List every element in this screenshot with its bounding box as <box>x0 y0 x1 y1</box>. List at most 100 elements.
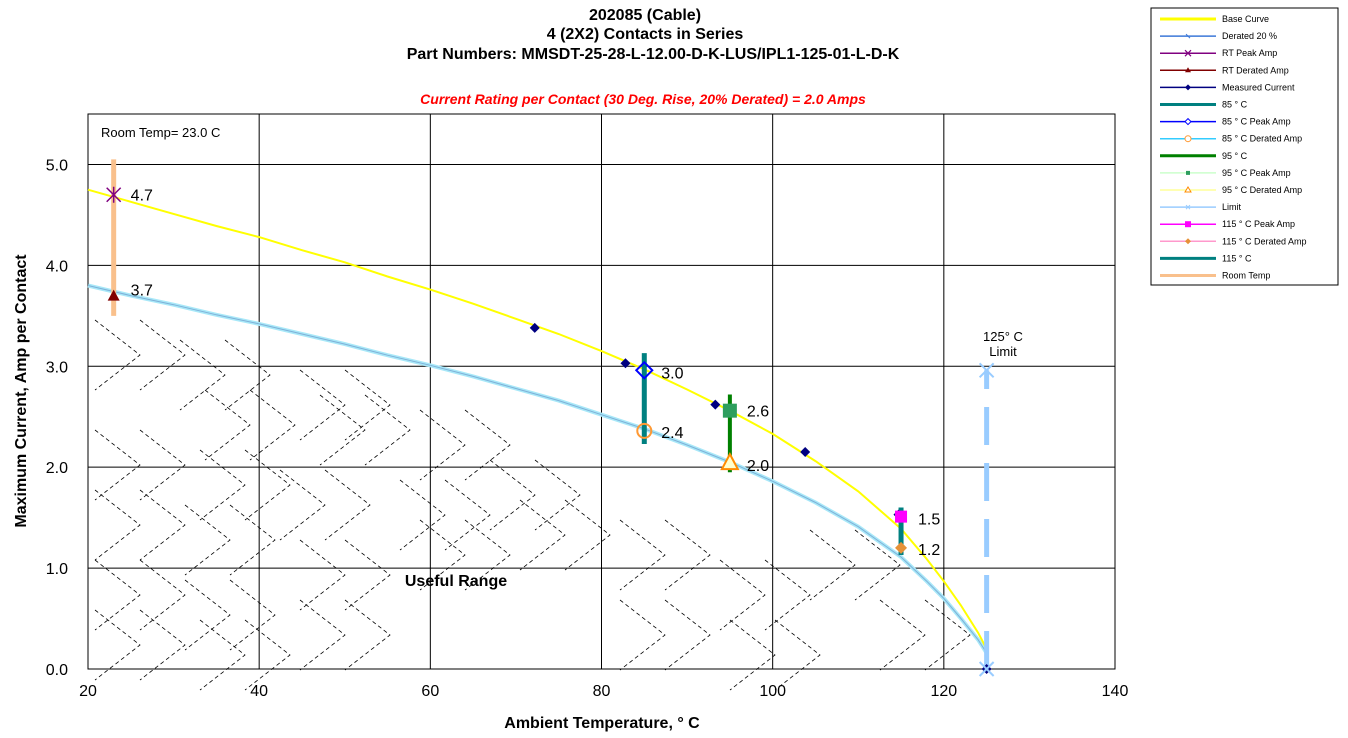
legend-box <box>1150 7 1339 286</box>
x-tick-label-20: 20 <box>79 683 97 700</box>
x-tick-label-120: 120 <box>930 683 957 700</box>
y-tick-label-2.0: 2.0 <box>46 460 68 477</box>
legend-label: 85 ° C Derated Amp <box>1222 134 1302 144</box>
data-label-0: 4.7 <box>131 188 153 205</box>
plot-border <box>87 113 1116 670</box>
chart-subtitle: Current Rating per Contact (30 Deg. Rise… <box>420 91 866 107</box>
hatch-mark-22 <box>719 559 811 631</box>
chart-title-line-3: Part Numbers: MMSDT-25-28-L-12.00-D-K-LU… <box>407 46 900 63</box>
tick-labels: 20 40 60 80 100 120 140 0.0 1.0 2.0 3.0 4.0 5.0 <box>46 157 1129 700</box>
hatch-mark-13 <box>94 559 186 631</box>
y-axis-label: Maximum Current, Amp per Contact <box>13 254 30 528</box>
x-tick-label-140: 140 <box>1102 683 1129 700</box>
hatch-mark-3 <box>299 369 391 441</box>
limit-annotation-line-1: 125° C <box>983 329 1023 344</box>
data-labels: 4.7 3.7 3.0 2.4 2.6 2.0 1.5 1.2 <box>131 188 941 559</box>
y-tick-label-4.0: 4.0 <box>46 258 68 275</box>
legend-label: 85 ° C Peak Amp <box>1222 117 1291 127</box>
hatch-mark-20 <box>299 599 391 671</box>
legend-item-10: 95 ° C Derated Amp <box>1160 185 1302 195</box>
legend-marker <box>1185 204 1191 210</box>
legend-label: 115 ° C Derated Amp <box>1222 236 1306 246</box>
legend-label: Base Curve <box>1222 14 1269 24</box>
legend-item-4: Measured Current <box>1160 82 1295 92</box>
legend-label: 85 ° C <box>1222 100 1248 110</box>
legend-item-7: 85 ° C Derated Amp <box>1160 134 1302 144</box>
legend: Base Curve Derated 20 % RT Peak Amp RT Dera… <box>1150 7 1339 286</box>
limit-annotation-line-2: Limit <box>989 344 1017 359</box>
data-label-4: 2.6 <box>747 404 769 421</box>
legend-label: 115 ° C Peak Amp <box>1222 219 1295 229</box>
x-axis-label: Ambient Temperature, ° C <box>504 715 700 732</box>
legend-label: 95 ° C <box>1222 151 1248 161</box>
85c-derated-marker <box>636 422 653 439</box>
chart-title-line-2: 4 (2X2) Contacts in Series <box>547 26 744 43</box>
legend-marker <box>1185 33 1191 39</box>
legend-label: RT Peak Amp <box>1222 48 1277 58</box>
legend-item-3: RT Derated Amp <box>1160 65 1289 75</box>
measured-point-1 <box>620 358 631 369</box>
data-label-3: 2.4 <box>661 425 683 442</box>
legend-item-2: RT Peak Amp <box>1160 48 1277 58</box>
rt-peak-marker <box>106 186 122 203</box>
y-tick-label-3.0: 3.0 <box>46 359 68 376</box>
115c-derated-marker <box>895 541 908 554</box>
legend-item-8: 95 ° C <box>1160 151 1248 161</box>
legend-item-11: Limit <box>1160 202 1242 212</box>
useful-range-hatching <box>94 319 971 691</box>
95c-derated-marker <box>720 452 740 471</box>
hatch-mark-25 <box>729 619 821 691</box>
legend-label: Measured Current <box>1222 82 1295 92</box>
room-temp-annotation: Room Temp= 23.0 C <box>101 125 220 140</box>
hatch-mark-1 <box>179 339 271 411</box>
hatch-mark-11 <box>399 479 491 551</box>
hatch-mark-5 <box>199 449 291 521</box>
hatch-mark-6 <box>319 394 411 466</box>
x-tick-label-80: 80 <box>593 683 611 700</box>
legend-label: 115 ° C <box>1222 253 1252 263</box>
legend-item-1: Derated 20 % <box>1160 31 1277 41</box>
legend-marker <box>1184 135 1192 143</box>
x-tick-label-60: 60 <box>421 683 439 700</box>
legend-label: Derated 20 % <box>1222 31 1277 41</box>
hatch-mark-26 <box>879 599 971 671</box>
measured-point-0 <box>529 322 540 333</box>
hatch-mark-4 <box>94 429 186 501</box>
85c-peak-marker <box>634 360 654 380</box>
data-label-1: 3.7 <box>131 283 153 300</box>
legend-marker <box>1185 221 1191 228</box>
legend-label: 95 ° C Peak Amp <box>1222 168 1291 178</box>
hatch-mark-8 <box>94 489 186 561</box>
hatch-mark-17 <box>519 499 611 571</box>
gridlines <box>87 113 1116 670</box>
hatch-mark-23 <box>809 529 901 601</box>
data-label-6: 1.5 <box>918 512 940 529</box>
legend-label: Limit <box>1222 202 1242 212</box>
95c-peak-marker <box>722 403 737 418</box>
limit-marker-1 <box>978 362 995 379</box>
points-layer <box>106 186 995 677</box>
hatch-mark-14 <box>184 579 276 651</box>
legend-marker <box>1184 186 1192 193</box>
legend-label: 95 ° C Derated Amp <box>1222 185 1302 195</box>
legend-marker <box>1186 170 1190 175</box>
chart-title-line-1: 202085 (Cable) <box>589 7 701 24</box>
hatch-mark-12 <box>489 459 581 531</box>
y-tick-label-5.0: 5.0 <box>46 157 68 174</box>
legend-item-14: 115 ° C <box>1160 253 1252 263</box>
y-tick-label-0.0: 0.0 <box>46 662 68 679</box>
measured-point-3 <box>800 447 811 458</box>
hatch-mark-18 <box>94 609 186 681</box>
useful-range-label: Useful Range <box>405 573 507 590</box>
legend-item-5: 85 ° C <box>1160 100 1248 110</box>
legend-item-12: 115 ° C Peak Amp <box>1160 219 1295 229</box>
derated-20-line <box>87 285 988 654</box>
data-label-7: 1.2 <box>918 542 940 559</box>
legend-item-0: Base Curve <box>1160 14 1269 24</box>
legend-item-9: 95 ° C Peak Amp <box>1160 168 1291 178</box>
legend-label: Room Temp <box>1222 271 1270 281</box>
measured-point-2 <box>710 399 721 410</box>
series-layer <box>87 159 990 669</box>
limit-marker-0 <box>978 661 995 677</box>
hatch-mark-7 <box>419 409 511 481</box>
